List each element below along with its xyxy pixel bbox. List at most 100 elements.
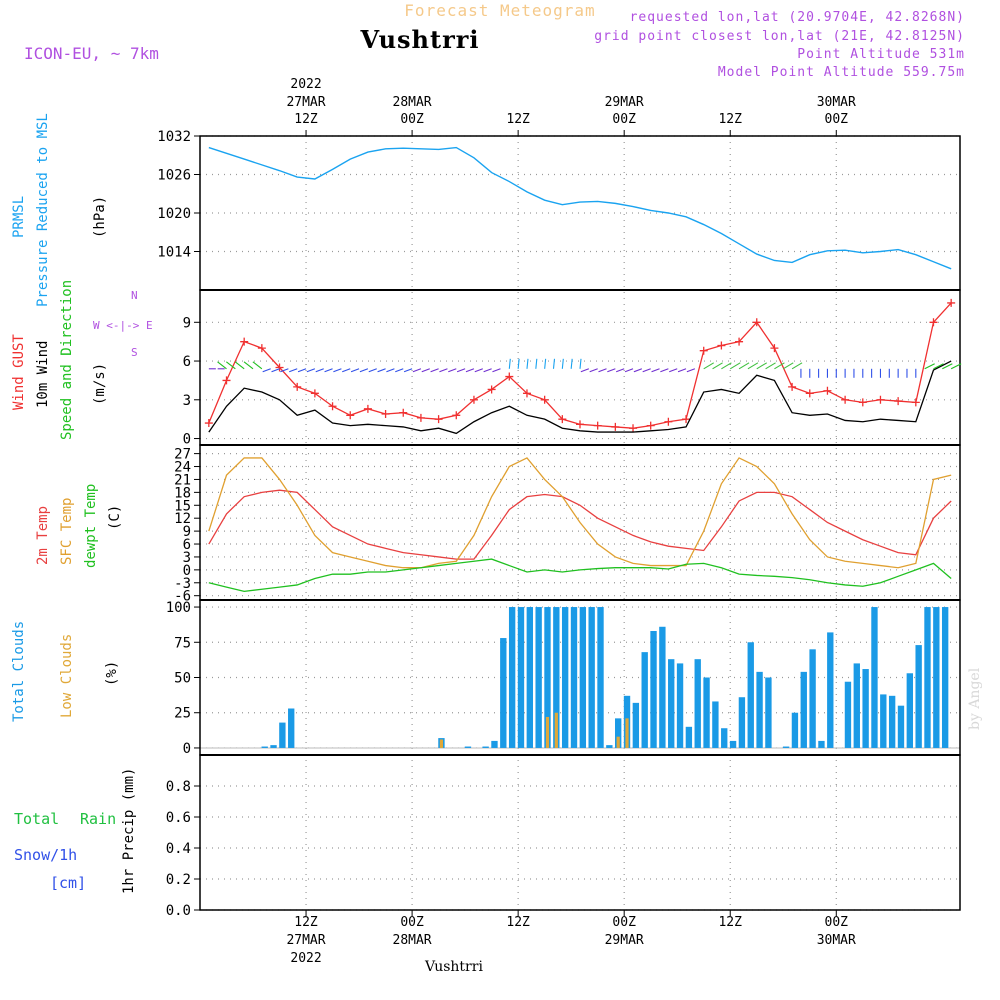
y-tick-label: 0.0: [166, 903, 191, 919]
wind-direction-arrow: [942, 363, 953, 370]
wind-direction-arrow: [359, 368, 369, 373]
pressure-series-line: [208, 146, 952, 270]
gust-point: [416, 413, 425, 422]
gust-point: [293, 382, 302, 391]
wind-direction-arrow: [217, 361, 227, 370]
bottom-time-label: 12Z: [294, 915, 318, 930]
wind-direction-arrow: [306, 368, 316, 373]
grid-point-coords: grid point closest lon,lat (21E, 42.8125…: [594, 29, 965, 44]
wind-direction-arrow: [721, 362, 732, 370]
wind-direction-arrow: [368, 368, 377, 373]
total-cloud-bar: [924, 607, 931, 748]
gust-point: [222, 376, 231, 385]
total-cloud-bar: [915, 645, 922, 748]
total-cloud-bar: [517, 607, 525, 748]
wind-direction-arrow: [729, 362, 741, 370]
t2m-series-line: [208, 489, 952, 560]
wind-direction-arrow: [570, 358, 573, 369]
wind-direction-arrow: [430, 368, 439, 373]
wind-direction-arrow: [774, 362, 785, 370]
y-tick-label: 1032: [157, 129, 191, 145]
y-tick-label: 1026: [157, 168, 191, 184]
total-cloud-bar: [570, 607, 578, 748]
total-cloud-bar: [588, 607, 595, 748]
total-cloud-bar: [747, 642, 754, 748]
bottom-time-label: 12Z: [718, 915, 742, 930]
gust-point: [894, 397, 903, 406]
gust-point: [328, 402, 337, 411]
gust-point: [788, 382, 797, 391]
total-cloud-bar: [553, 607, 560, 748]
total-cloud-bar: [888, 695, 896, 748]
total-cloud-bar: [270, 745, 277, 748]
wind-direction-arrow: [580, 368, 590, 373]
gust-point: [664, 417, 673, 426]
gust-point: [240, 337, 249, 346]
y-tick-label: 75: [174, 635, 191, 651]
gust-point: [434, 415, 443, 424]
gust-point: [558, 415, 567, 424]
model-altitude: Model Point Altitude 559.75m: [717, 65, 965, 80]
wind-direction-arrow: [395, 368, 404, 373]
top-date-label: 30MAR: [816, 95, 856, 110]
top-time-label: 12Z: [294, 112, 318, 127]
total-cloud-bar: [853, 663, 860, 748]
gust-point: [487, 385, 496, 394]
gust-point: [381, 410, 390, 418]
bottom-time-label: 12Z: [506, 915, 530, 930]
wind-direction-arrow: [765, 362, 776, 370]
y-tick-label: 27: [174, 447, 191, 463]
total-cloud-bar: [659, 626, 666, 748]
wind-direction-arrow: [579, 358, 582, 369]
y-tick-label: 18: [174, 485, 191, 501]
gust-point: [770, 344, 779, 353]
model-label: ICON-EU, ~ 7km: [24, 44, 159, 63]
wind-direction-arrow: [782, 362, 794, 370]
total-cloud-bar: [615, 718, 622, 748]
y-tick-label: 21: [174, 472, 191, 488]
compass-we: W <-|-> E: [93, 319, 153, 332]
wind-direction-arrow: [421, 368, 430, 373]
wind-direction-arrow: [315, 368, 324, 373]
gust-point: [576, 420, 584, 429]
wind-direction-arrow: [651, 368, 660, 373]
wind-direction-arrow: [324, 368, 333, 373]
total-cloud-bar: [632, 702, 640, 748]
wind-direction-arrow: [465, 368, 475, 373]
y-tick-label: 0.6: [166, 810, 191, 826]
wind-direction-arrow: [333, 368, 342, 373]
gust-point: [629, 424, 638, 433]
wind-direction-arrow: [686, 368, 696, 373]
wind-direction-arrow: [738, 362, 750, 370]
y-tick-label: 9: [183, 524, 191, 540]
total-cloud-bar: [597, 607, 604, 748]
wind-direction-arrow: [535, 358, 538, 369]
total-cloud-bar: [500, 638, 507, 748]
gust-point: [876, 395, 885, 404]
gust-point: [646, 421, 655, 430]
wind-direction-arrow: [703, 362, 715, 370]
total-cloud-bar: [827, 632, 834, 748]
total-cloud-bar: [526, 607, 533, 748]
total-cloud-bar: [482, 746, 489, 748]
wind-direction-arrow: [552, 358, 556, 369]
wind-direction-arrow: [508, 358, 511, 369]
y-tick-label: 0.2: [166, 872, 191, 888]
gust-point: [310, 389, 319, 398]
wind-direction-arrow: [561, 358, 564, 369]
y-tick-label: 0: [183, 432, 191, 448]
wind-direction-arrow: [933, 363, 944, 370]
precip-total-label: Total: [14, 810, 60, 828]
gust-point: [399, 408, 408, 417]
gust-point: [204, 419, 213, 428]
low-cloud-bar: [545, 716, 550, 748]
gust-point: [682, 415, 691, 424]
location-title: Vushtrri: [360, 25, 480, 54]
gust-point: [841, 395, 850, 404]
y-tick-label: 50: [174, 671, 191, 687]
wind-direction-arrow: [271, 368, 280, 373]
y-tick-label: 0.8: [166, 779, 191, 795]
gust-point: [593, 421, 602, 430]
y-tick-label: -6: [174, 589, 191, 605]
gust-point: [858, 398, 867, 407]
